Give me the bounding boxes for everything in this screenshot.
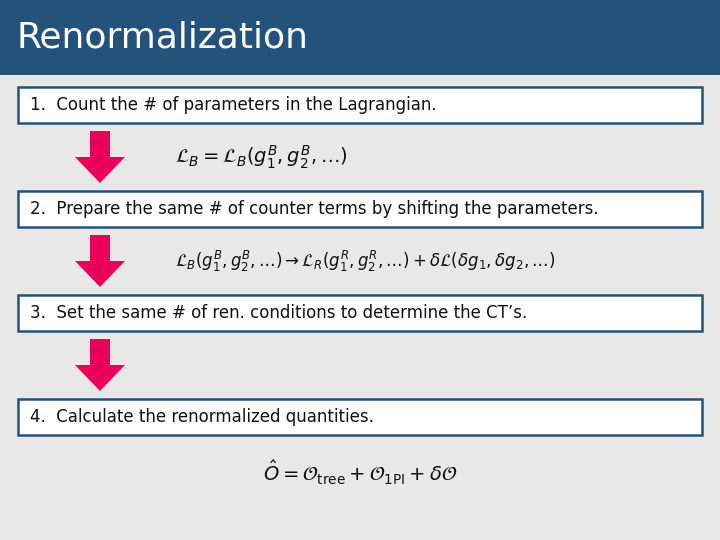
Text: 1.  Count the # of parameters in the Lagrangian.: 1. Count the # of parameters in the Lagr… bbox=[30, 96, 436, 114]
Text: 4.  Calculate the renormalized quantities.: 4. Calculate the renormalized quantities… bbox=[30, 408, 374, 426]
Text: $\hat{O} = \mathcal{O}_{\mathrm{tree}} + \mathcal{O}_{\mathrm{1PI}} + \delta\mat: $\hat{O} = \mathcal{O}_{\mathrm{tree}} +… bbox=[263, 459, 457, 487]
Bar bbox=[18, 295, 702, 331]
Bar bbox=[0, 0, 720, 75]
Bar bbox=[18, 399, 702, 435]
Bar bbox=[90, 235, 110, 261]
Polygon shape bbox=[75, 365, 125, 391]
Polygon shape bbox=[75, 261, 125, 287]
Bar bbox=[90, 339, 110, 365]
Text: $\mathcal{L}_B = \mathcal{L}_B(g_1^B, g_2^B, \ldots)$: $\mathcal{L}_B = \mathcal{L}_B(g_1^B, g_… bbox=[175, 143, 348, 171]
Text: Renormalization: Renormalization bbox=[16, 21, 308, 55]
Bar bbox=[90, 131, 110, 157]
Polygon shape bbox=[75, 157, 125, 183]
Bar bbox=[18, 87, 702, 123]
Bar bbox=[18, 191, 702, 227]
Text: 2.  Prepare the same # of counter terms by shifting the parameters.: 2. Prepare the same # of counter terms b… bbox=[30, 200, 598, 218]
Text: $\mathcal{L}_B(g_1^B,g_2^B,\ldots) \rightarrow \mathcal{L}_R(g_1^R,g_2^R,\ldots): $\mathcal{L}_B(g_1^B,g_2^B,\ldots) \righ… bbox=[175, 248, 555, 274]
Text: 3.  Set the same # of ren. conditions to determine the CT’s.: 3. Set the same # of ren. conditions to … bbox=[30, 304, 527, 322]
